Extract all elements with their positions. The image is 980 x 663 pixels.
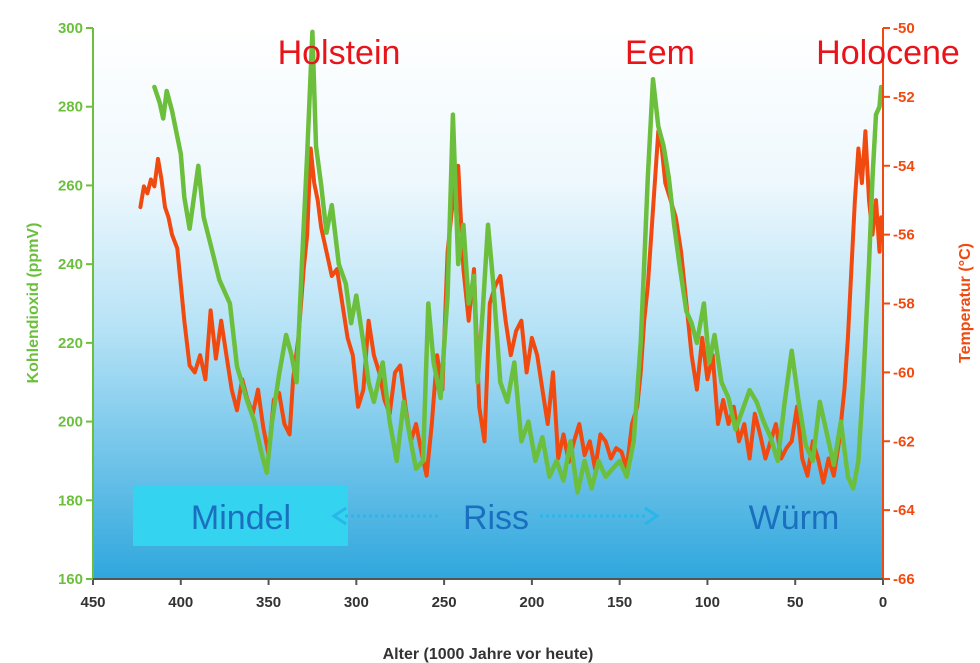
x-tick-label: 450: [80, 594, 105, 611]
mindel-highlight-box: [133, 486, 348, 546]
period-label-holstein: Holstein: [278, 34, 401, 72]
left-tick-label: 260: [58, 177, 83, 194]
x-tick-label: 200: [519, 594, 544, 611]
stage-label-mindel: Mindel: [191, 499, 291, 537]
stage-label-wuerm: Würm: [749, 499, 840, 537]
x-tick-label: 300: [344, 594, 369, 611]
left-tick-label: 200: [58, 414, 83, 431]
x-axis-label: Alter (1000 Jahre vor heute): [383, 646, 594, 663]
left-tick-label: 240: [58, 256, 83, 273]
x-tick-label: 100: [695, 594, 720, 611]
arrow-mindel-riss: [331, 506, 440, 526]
x-tick-label: 150: [607, 594, 632, 611]
x-tick-label: 350: [256, 594, 281, 611]
co2-series-line: [152, 29, 884, 495]
right-tick-label: -50: [893, 20, 915, 37]
right-tick-label: -62: [893, 433, 915, 450]
left-tick-label: 300: [58, 20, 83, 37]
stage-label-riss: Riss: [463, 499, 529, 537]
right-tick-label: -66: [893, 571, 915, 588]
left-tick-label: 160: [58, 571, 83, 588]
left-axis-ticks: 160 180 200 220 240 260 280 300: [58, 20, 93, 588]
right-tick-label: -54: [893, 158, 915, 175]
x-tick-label: 400: [168, 594, 193, 611]
temperature-series-line: [138, 129, 884, 485]
x-tick-label: 250: [432, 594, 457, 611]
x-tick-label: 50: [787, 594, 804, 611]
series-layer: [138, 29, 884, 495]
left-tick-label: 220: [58, 335, 83, 352]
x-tick-label: 0: [879, 594, 887, 611]
arrow-riss-wuerm: [540, 506, 660, 526]
x-axis-ticks: 450 400 350 300 250 200 150 100 50 0: [80, 579, 887, 611]
right-axis-ticks: -66 -64 -62 -60 -58 -56 -54 -52 -50: [883, 20, 915, 588]
left-tick-label: 280: [58, 99, 83, 116]
left-tick-label: 180: [58, 492, 83, 509]
right-tick-label: -52: [893, 89, 915, 106]
right-tick-label: -58: [893, 296, 915, 313]
period-label-holocene: Holocene: [816, 34, 960, 72]
right-tick-label: -56: [893, 227, 915, 244]
right-tick-label: -60: [893, 364, 915, 381]
left-axis-label: Kohlendioxid (ppmV): [25, 223, 42, 384]
period-label-eem: Eem: [625, 34, 695, 72]
right-axis-label: Temperatur (°C): [957, 243, 974, 363]
right-tick-label: -64: [893, 502, 915, 519]
